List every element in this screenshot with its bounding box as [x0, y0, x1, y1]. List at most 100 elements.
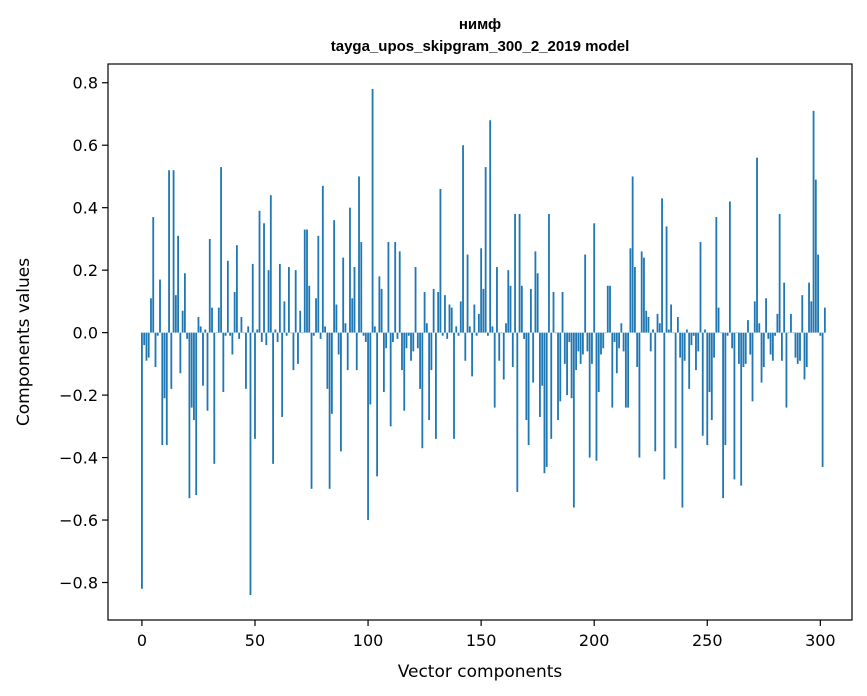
bar-249 — [704, 329, 706, 333]
x-tick-label: 150 — [466, 631, 497, 650]
bar-146 — [471, 332, 473, 377]
bar-21 — [188, 332, 191, 499]
bar-56 — [267, 270, 270, 333]
x-tick-label: 50 — [245, 631, 265, 650]
bar-7 — [156, 332, 159, 336]
bar-110 — [389, 332, 392, 427]
bar-267 — [744, 332, 747, 364]
bar-11 — [165, 332, 168, 446]
bar-87 — [337, 332, 340, 355]
x-tick-label: 300 — [805, 631, 836, 650]
bar-131 — [437, 292, 440, 333]
bar-52 — [258, 210, 261, 333]
bar-118 — [407, 332, 410, 336]
bar-160 — [502, 332, 505, 380]
bar-97 — [360, 242, 363, 333]
bar-250 — [706, 332, 709, 446]
x-tick-label: 250 — [692, 631, 723, 650]
bar-277 — [767, 332, 770, 339]
bar-268 — [747, 320, 749, 333]
bar-127 — [428, 332, 431, 421]
bar-199 — [591, 332, 593, 364]
bar-235 — [672, 332, 675, 334]
bar-229 — [658, 323, 661, 333]
bar-154 — [489, 120, 492, 333]
bar-245 — [695, 332, 697, 371]
bar-288 — [792, 332, 795, 334]
bar-99 — [364, 332, 367, 342]
bar-190 — [570, 332, 573, 399]
bar-158 — [498, 332, 501, 361]
bar-120 — [412, 332, 415, 352]
bar-33 — [215, 332, 218, 334]
bar-214 — [624, 332, 627, 408]
bar-69 — [297, 332, 299, 364]
bar-194 — [579, 332, 582, 364]
bar-278 — [769, 332, 772, 355]
bar-182 — [552, 292, 555, 333]
bar-180 — [548, 213, 550, 333]
bar-170 — [525, 332, 528, 421]
bar-70 — [299, 310, 302, 333]
bar-173 — [532, 332, 535, 383]
bar-157 — [496, 267, 498, 333]
bar-181 — [550, 332, 553, 439]
bar-290 — [796, 332, 799, 364]
bar-230 — [661, 198, 663, 333]
bar-60 — [276, 332, 279, 342]
bar-302 — [823, 307, 826, 333]
bar-270 — [751, 332, 754, 402]
bar-129 — [432, 288, 435, 333]
bar-216 — [629, 248, 632, 333]
bar-134 — [444, 295, 446, 333]
bar-136 — [448, 304, 451, 333]
bar-262 — [733, 332, 736, 480]
bar-294 — [805, 332, 808, 367]
bar-259 — [726, 332, 729, 336]
y-tick-label: 0.0 — [73, 324, 98, 343]
x-tick-label: 100 — [353, 631, 384, 650]
bar-138 — [453, 332, 455, 439]
bar-193 — [577, 332, 580, 352]
bar-258 — [724, 332, 727, 446]
y-tick-label: 0.8 — [73, 74, 98, 93]
bar-228 — [656, 313, 659, 333]
bar-6 — [154, 332, 157, 367]
bar-269 — [749, 332, 752, 355]
bar-61 — [278, 263, 281, 333]
bar-28 — [204, 329, 207, 333]
bar-42 — [235, 245, 238, 333]
bar-38 — [226, 260, 229, 333]
bar-51 — [256, 329, 259, 333]
bar-215 — [627, 332, 630, 408]
bar-30 — [208, 238, 211, 333]
bar-15 — [174, 295, 177, 333]
bar-115 — [401, 332, 403, 371]
bar-238 — [679, 332, 682, 358]
x-axis-label: Vector components — [398, 662, 563, 682]
bar-104 — [376, 332, 379, 477]
bar-23 — [193, 332, 195, 421]
x-tick-label: 0 — [137, 631, 147, 650]
bar-39 — [229, 332, 232, 336]
bar-88 — [340, 332, 342, 452]
bar-289 — [794, 332, 797, 358]
bar-261 — [731, 332, 734, 349]
bar-232 — [665, 226, 668, 333]
bar-63 — [283, 301, 286, 333]
bar-260 — [728, 201, 731, 333]
bar-284 — [783, 282, 786, 333]
bar-227 — [654, 332, 657, 452]
bar-62 — [281, 332, 284, 417]
bar-164 — [511, 332, 514, 367]
bar-106 — [380, 288, 383, 333]
bar-253 — [713, 332, 715, 358]
bar-74 — [308, 285, 311, 333]
bar-25 — [197, 317, 200, 333]
bar-208 — [611, 332, 614, 408]
bar-296 — [810, 301, 813, 333]
bar-72 — [303, 229, 306, 333]
bar-2 — [145, 332, 148, 361]
bar-111 — [392, 332, 394, 342]
